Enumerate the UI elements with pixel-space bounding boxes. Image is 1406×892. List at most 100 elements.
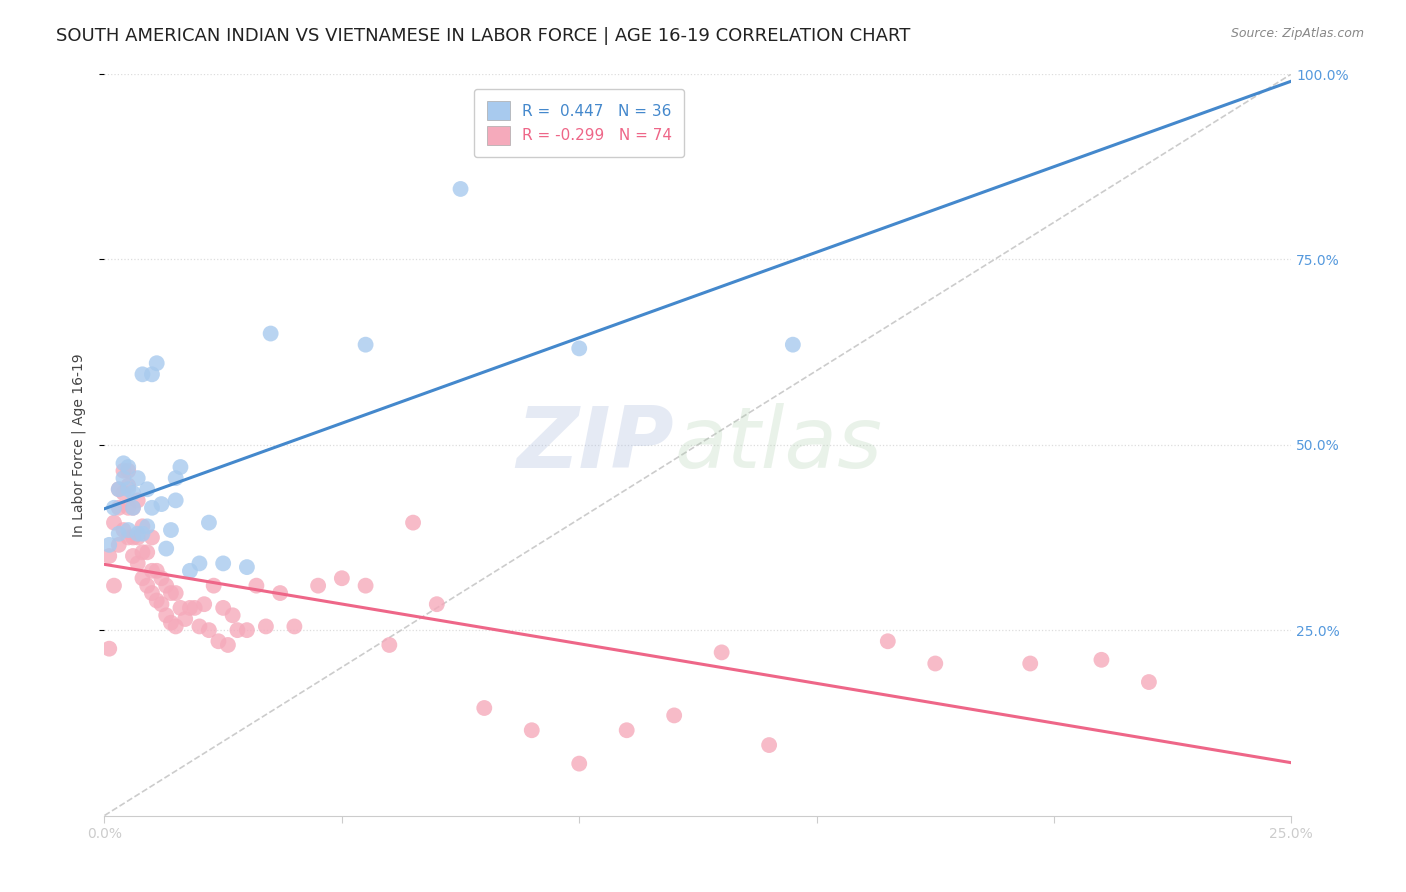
Point: [127, 557, 149, 571]
Point: [169, 600, 191, 615]
Point: [662, 708, 685, 723]
Point: [141, 564, 163, 578]
Point: [183, 600, 205, 615]
Point: [212, 600, 235, 615]
Point: [122, 500, 145, 515]
Point: [236, 623, 259, 637]
Point: [127, 471, 149, 485]
Point: [259, 326, 281, 341]
Point: [568, 342, 591, 356]
Point: [450, 182, 472, 196]
Point: [202, 579, 225, 593]
Legend: R =  0.447   N = 36, R = -0.299   N = 74: R = 0.447 N = 36, R = -0.299 N = 74: [474, 89, 685, 157]
Point: [1090, 653, 1112, 667]
Point: [131, 571, 153, 585]
Point: [136, 519, 159, 533]
Point: [117, 460, 139, 475]
Point: [207, 634, 229, 648]
Point: [117, 500, 139, 515]
Point: [127, 526, 149, 541]
Point: [616, 723, 638, 738]
Point: [107, 526, 129, 541]
Text: SOUTH AMERICAN INDIAN VS VIETNAMESE IN LABOR FORCE | AGE 16-19 CORRELATION CHART: SOUTH AMERICAN INDIAN VS VIETNAMESE IN L…: [56, 27, 911, 45]
Point: [160, 615, 183, 630]
Point: [117, 523, 139, 537]
Point: [103, 516, 125, 530]
Point: [98, 549, 121, 563]
Point: [710, 645, 733, 659]
Point: [155, 608, 177, 623]
Point: [117, 482, 139, 496]
Point: [122, 500, 145, 515]
Point: [141, 531, 163, 545]
Point: [283, 619, 305, 633]
Point: [131, 545, 153, 559]
Point: [136, 482, 159, 496]
Point: [354, 337, 377, 351]
Point: [193, 597, 215, 611]
Point: [107, 500, 129, 515]
Point: [188, 619, 211, 633]
Point: [131, 526, 153, 541]
Point: [112, 464, 135, 478]
Point: [221, 608, 243, 623]
Point: [155, 579, 177, 593]
Point: [150, 571, 173, 585]
Point: [155, 541, 177, 556]
Point: [330, 571, 353, 585]
Point: [112, 486, 135, 500]
Point: [354, 579, 377, 593]
Point: [145, 356, 167, 370]
Text: Source: ZipAtlas.com: Source: ZipAtlas.com: [1230, 27, 1364, 40]
Point: [402, 516, 425, 530]
Point: [269, 586, 291, 600]
Point: [160, 586, 183, 600]
Point: [150, 597, 173, 611]
Point: [307, 579, 329, 593]
Point: [136, 579, 159, 593]
Point: [112, 456, 135, 470]
Point: [198, 623, 221, 637]
Point: [217, 638, 239, 652]
Point: [226, 623, 249, 637]
Point: [254, 619, 277, 633]
Point: [112, 523, 135, 537]
Point: [145, 593, 167, 607]
Y-axis label: In Labor Force | Age 16-19: In Labor Force | Age 16-19: [72, 353, 86, 537]
Point: [117, 464, 139, 478]
Point: [122, 531, 145, 545]
Point: [107, 482, 129, 496]
Point: [136, 545, 159, 559]
Point: [212, 557, 235, 571]
Point: [179, 600, 201, 615]
Point: [131, 368, 153, 382]
Point: [169, 460, 191, 475]
Point: [117, 531, 139, 545]
Point: [98, 538, 121, 552]
Point: [876, 634, 898, 648]
Point: [165, 471, 187, 485]
Point: [131, 519, 153, 533]
Point: [520, 723, 543, 738]
Point: [127, 493, 149, 508]
Point: [378, 638, 401, 652]
Point: [141, 586, 163, 600]
Point: [1019, 657, 1042, 671]
Point: [98, 641, 121, 656]
Point: [245, 579, 267, 593]
Point: [122, 486, 145, 500]
Point: [188, 557, 211, 571]
Point: [107, 538, 129, 552]
Point: [112, 471, 135, 485]
Point: [165, 586, 187, 600]
Point: [160, 523, 183, 537]
Point: [924, 657, 946, 671]
Point: [179, 564, 201, 578]
Point: [107, 482, 129, 496]
Point: [236, 560, 259, 574]
Point: [198, 516, 221, 530]
Point: [122, 549, 145, 563]
Point: [174, 612, 197, 626]
Point: [1137, 675, 1160, 690]
Point: [141, 500, 163, 515]
